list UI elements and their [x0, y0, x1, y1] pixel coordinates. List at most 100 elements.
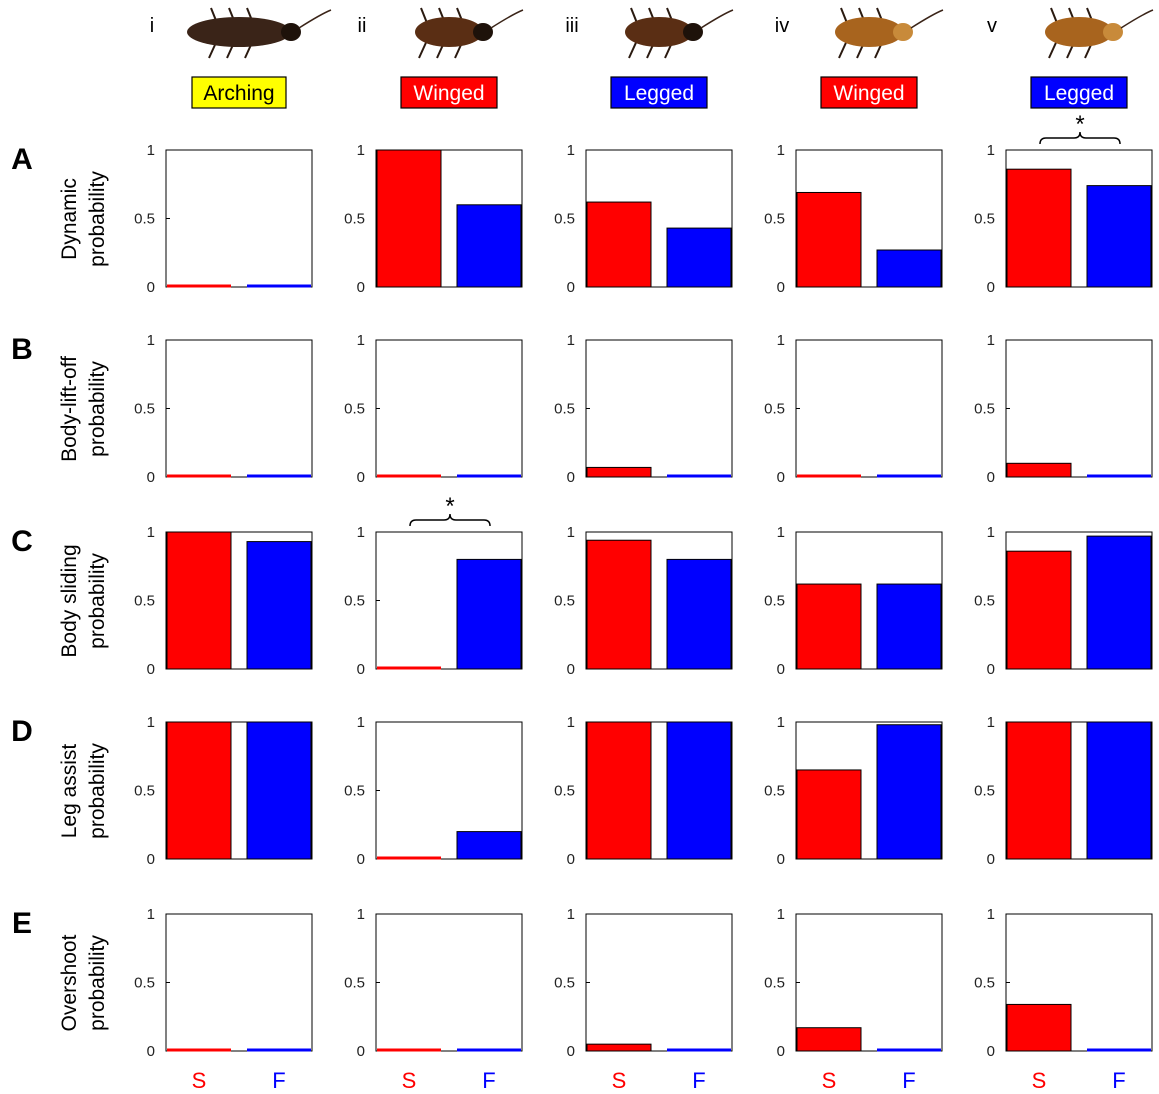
x-category-label: F	[902, 1068, 915, 1093]
y-tick-label: 0.5	[764, 975, 785, 992]
type-label: Legged	[1044, 82, 1114, 105]
y-tick-label: 1	[567, 524, 575, 541]
y-axis-label: Overshoot	[58, 934, 81, 1031]
bar-F	[1086, 721, 1152, 860]
type-label-box	[400, 76, 498, 109]
y-tick-label: 0.5	[554, 211, 575, 228]
y-tick-label: 1	[567, 714, 575, 731]
x-category-label: S	[192, 1068, 207, 1093]
y-tick-label: 0.5	[344, 593, 365, 610]
bar-F	[666, 721, 732, 860]
y-tick-label: 0.5	[344, 783, 365, 800]
y-tick-label: 1	[357, 714, 365, 731]
y-tick-label: 0	[567, 1043, 575, 1060]
significance-bracket	[1039, 131, 1121, 145]
discoid-cockroach-icon	[1045, 7, 1154, 59]
bar-S	[586, 201, 652, 288]
y-tick-label: 0.5	[974, 593, 995, 610]
bar-S	[1006, 1003, 1072, 1052]
y-tick-label: 1	[987, 142, 995, 159]
bar-F	[456, 204, 522, 288]
bar-S	[1006, 168, 1072, 288]
y-tick-label: 0	[357, 1043, 365, 1060]
y-tick-label: 1	[147, 714, 155, 731]
y-tick-label: 1	[987, 524, 995, 541]
y-tick-label: 0	[567, 279, 575, 296]
hissing-cockroach-icon	[187, 7, 332, 59]
y-tick-label: 1	[357, 906, 365, 923]
type-label-box	[820, 76, 918, 109]
y-axis-label: probability	[86, 935, 109, 1031]
x-category-label: S	[402, 1068, 417, 1093]
y-tick-label: 1	[147, 332, 155, 349]
plot-frame	[795, 339, 943, 478]
y-tick-label: 0.5	[764, 401, 785, 418]
y-tick-label: 1	[147, 142, 155, 159]
bar-S	[166, 721, 232, 860]
y-tick-label: 0.5	[974, 211, 995, 228]
x-category-label: F	[692, 1068, 705, 1093]
y-tick-label: 0	[147, 661, 155, 678]
type-label-box	[610, 76, 708, 109]
y-tick-label: 0.5	[764, 783, 785, 800]
row-letter: A	[11, 143, 33, 176]
plot-frame	[165, 339, 313, 478]
bar-F	[666, 227, 732, 288]
winged-cockroach-icon	[415, 7, 524, 59]
bar-S	[796, 1027, 862, 1052]
row-letter: C	[11, 525, 33, 558]
bar-F	[1086, 185, 1152, 288]
y-tick-label: 1	[147, 906, 155, 923]
y-tick-label: 0.5	[974, 975, 995, 992]
bar-S	[1006, 721, 1072, 860]
bar-S	[1006, 550, 1072, 670]
plot-frame	[165, 149, 313, 288]
y-tick-label: 0	[987, 279, 995, 296]
type-label-box	[191, 76, 287, 109]
y-tick-label: 0	[567, 661, 575, 678]
y-tick-label: 0	[987, 661, 995, 678]
bar-F	[456, 558, 522, 670]
y-tick-label: 1	[987, 906, 995, 923]
y-tick-label: 0.5	[134, 975, 155, 992]
y-tick-label: 0.5	[134, 401, 155, 418]
bar-S	[796, 191, 862, 288]
y-tick-label: 1	[777, 714, 785, 731]
y-tick-label: 0.5	[344, 975, 365, 992]
y-tick-label: 0.5	[344, 401, 365, 418]
y-tick-label: 0	[777, 279, 785, 296]
y-tick-label: 0.5	[554, 593, 575, 610]
y-tick-label: 1	[147, 524, 155, 541]
column-numeral: i	[150, 15, 154, 37]
bar-S	[796, 769, 862, 860]
bar-F	[876, 249, 942, 288]
y-tick-label: 0	[987, 469, 995, 486]
y-tick-label: 1	[357, 524, 365, 541]
bar-F	[246, 541, 312, 670]
y-tick-label: 0	[567, 469, 575, 486]
plot-frame	[165, 913, 313, 1052]
type-label: Winged	[833, 82, 904, 105]
type-label-box	[1030, 76, 1128, 109]
y-tick-label: 0	[147, 1043, 155, 1060]
bar-F	[666, 558, 732, 670]
column-numeral: ii	[358, 15, 367, 37]
row-letter: E	[12, 907, 32, 940]
x-category-label: S	[612, 1068, 627, 1093]
y-tick-label: 1	[777, 524, 785, 541]
y-tick-label: 0.5	[554, 401, 575, 418]
y-tick-label: 1	[567, 906, 575, 923]
x-category-label: F	[1112, 1068, 1125, 1093]
y-tick-label: 0	[357, 661, 365, 678]
y-tick-label: 0.5	[764, 211, 785, 228]
bar-S	[166, 531, 232, 670]
plot-frame	[1005, 339, 1153, 478]
x-category-label: S	[822, 1068, 837, 1093]
column-numeral: iii	[565, 15, 578, 37]
bar-F	[876, 583, 942, 670]
y-tick-label: 1	[777, 142, 785, 159]
y-axis-label: Body-lift-off	[58, 356, 81, 462]
y-tick-label: 0.5	[344, 211, 365, 228]
bar-S	[586, 539, 652, 670]
